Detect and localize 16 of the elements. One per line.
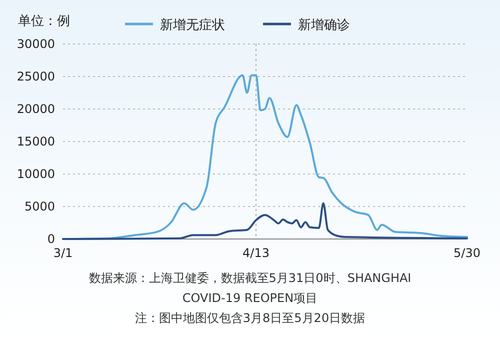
source-note: 数据来源：上海卫健委，数据截至5月31日0时、SHANGHAI COVID-19 REOPEN项目 — [88, 271, 412, 305]
legend-label: 新增无症状 — [160, 18, 225, 33]
y-tick-label: 0 — [47, 232, 55, 246]
y-tick-label: 5000 — [24, 200, 55, 214]
text: 注：图中地图仅包含3月8日至5月20日数据 — [134, 311, 366, 325]
x-tick-label: 5/30 — [454, 246, 480, 260]
line-series — [62, 202, 468, 240]
y-tick-label: 25000 — [16, 70, 55, 84]
y-tick-label: 20000 — [16, 102, 55, 116]
y-tick-label: 15000 — [16, 134, 55, 148]
x-tick-label: 4/13 — [242, 246, 270, 260]
x-tick-label: 3/1 — [53, 246, 73, 260]
y-tick-label: 10000 — [16, 167, 55, 181]
y-axis-title: 单位：例 — [18, 14, 70, 29]
y-tick-label: 30000 — [16, 37, 55, 51]
legend-label: 新增确诊 — [298, 18, 350, 33]
